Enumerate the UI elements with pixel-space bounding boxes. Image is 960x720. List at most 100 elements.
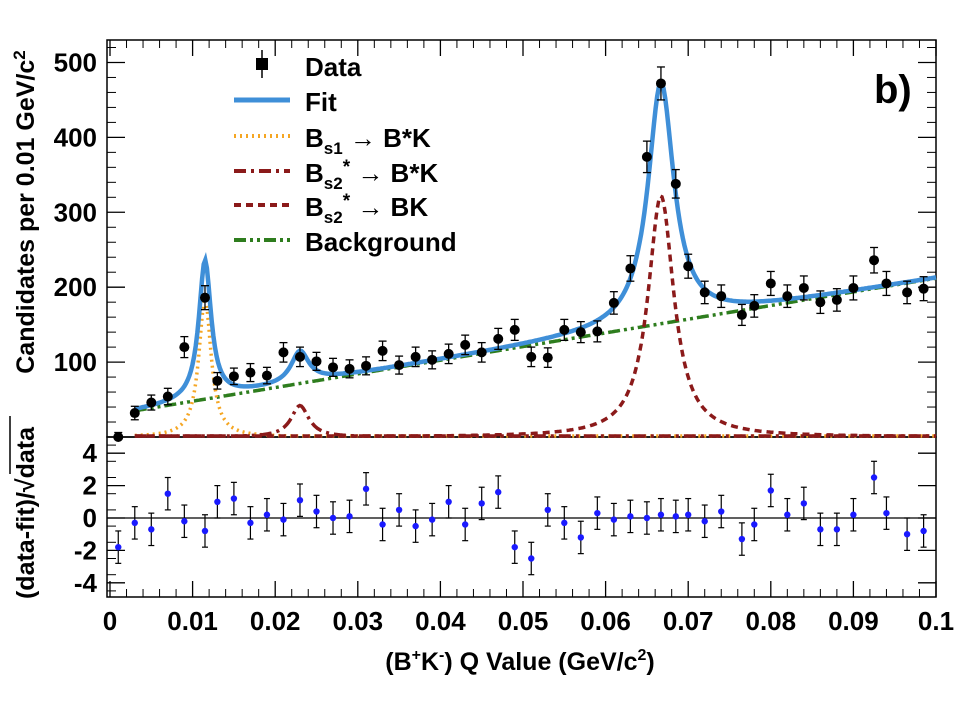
y-tick-label-top: 300 (54, 197, 97, 227)
residual-point (767, 487, 774, 494)
residual-point (346, 513, 353, 520)
data-point (782, 291, 793, 302)
data-point (328, 362, 339, 373)
data-point (655, 78, 666, 89)
data-point (245, 367, 256, 378)
residual-point (313, 508, 320, 515)
y-tick-label-top: 200 (54, 272, 97, 302)
data-point (162, 391, 173, 402)
data-point (179, 342, 190, 353)
residual-point (412, 522, 419, 530)
legend-data-marker (256, 58, 268, 70)
x-tick-label: 0.04 (415, 606, 466, 636)
y-tick-label-bottom: -2 (74, 535, 97, 565)
x-tick-label: 0.03 (332, 606, 383, 636)
data-point (848, 282, 859, 293)
y-tick-label-top: 400 (54, 122, 97, 152)
residual-point (148, 526, 155, 533)
data-point (592, 326, 603, 337)
data-point (699, 287, 710, 298)
data-point (736, 309, 747, 320)
x-tick-label: 0.09 (828, 606, 879, 636)
background-curve (134, 276, 937, 413)
data-point (798, 282, 809, 293)
residual-point (528, 555, 535, 562)
y-axis-title-top: Candidates per 0.01 GeV/c2 (10, 50, 40, 374)
y-tick-label-bottom: 4 (83, 438, 98, 468)
residual-point (883, 509, 890, 517)
bs2-b-curve (134, 193, 936, 438)
y-axis-title-bottom: (data-fit)/√data (12, 426, 40, 599)
data-point (460, 339, 471, 350)
residual-point (428, 516, 436, 523)
residual-point (544, 506, 551, 514)
data-point (542, 352, 553, 363)
residual-point (903, 531, 911, 538)
data-point (311, 356, 322, 367)
residual-point (214, 498, 221, 505)
residual-point (920, 527, 927, 535)
residual-point (362, 485, 370, 493)
legend-label-bs2_bstar: Bs2* → B*K (305, 157, 438, 193)
residual-point (627, 513, 634, 520)
data-point (641, 151, 652, 162)
data-point (427, 354, 438, 365)
residual-point (561, 519, 568, 527)
data-point (509, 324, 520, 335)
data-point (394, 360, 405, 371)
data-point (749, 300, 760, 311)
legend-label-background: Background (305, 227, 457, 257)
data-point (575, 327, 586, 338)
y-tick-label-bottom: 0 (83, 503, 97, 533)
x-tick-label: 0.05 (498, 606, 549, 636)
residual-point (817, 526, 824, 533)
residual-point (329, 514, 337, 522)
residual-point (230, 495, 238, 502)
data-point (476, 347, 487, 358)
data-point (881, 278, 892, 289)
data-point (765, 278, 776, 289)
data-point (113, 432, 124, 442)
residual-point (280, 516, 287, 523)
data-point (625, 263, 636, 274)
bottom-plot-frame (106, 436, 937, 598)
bs1-curve (134, 292, 936, 438)
data-point (716, 291, 727, 302)
data-point (831, 294, 842, 305)
residual-point (685, 511, 692, 518)
x-tick-label: 0.08 (745, 606, 796, 636)
data-point (212, 375, 223, 386)
data-point (294, 351, 305, 362)
y-tick-label-top: 500 (54, 47, 97, 77)
x-tick-label: 0.02 (250, 606, 301, 636)
residual-point (577, 534, 585, 541)
residual-point (379, 521, 386, 528)
residual-point (511, 543, 518, 551)
data-point (344, 363, 355, 374)
legend-label-bs1: Bs1 → B*K (305, 123, 431, 158)
residual-point (247, 519, 254, 527)
data-point (443, 348, 454, 359)
panel-label: b) (874, 68, 912, 112)
x-tick-label: 0.1 (918, 606, 954, 636)
residual-point (461, 521, 469, 528)
residual-point (445, 498, 452, 505)
x-axis-title: (B+K-) Q Value (GeV/c2) (385, 647, 655, 676)
x-tick-label: 0.01 (167, 606, 218, 636)
residual-point (181, 518, 188, 525)
residual-point (657, 511, 665, 518)
data-point (526, 351, 537, 362)
y-tick-label-bottom: -4 (74, 568, 98, 598)
residual-point (701, 518, 708, 525)
residual-point (738, 535, 746, 543)
data-point (815, 297, 826, 308)
data-point (261, 370, 272, 381)
residual-point (751, 521, 758, 528)
residual-point (495, 488, 502, 496)
data-point (559, 324, 570, 335)
residual-point (594, 509, 601, 517)
data-point (670, 178, 681, 189)
